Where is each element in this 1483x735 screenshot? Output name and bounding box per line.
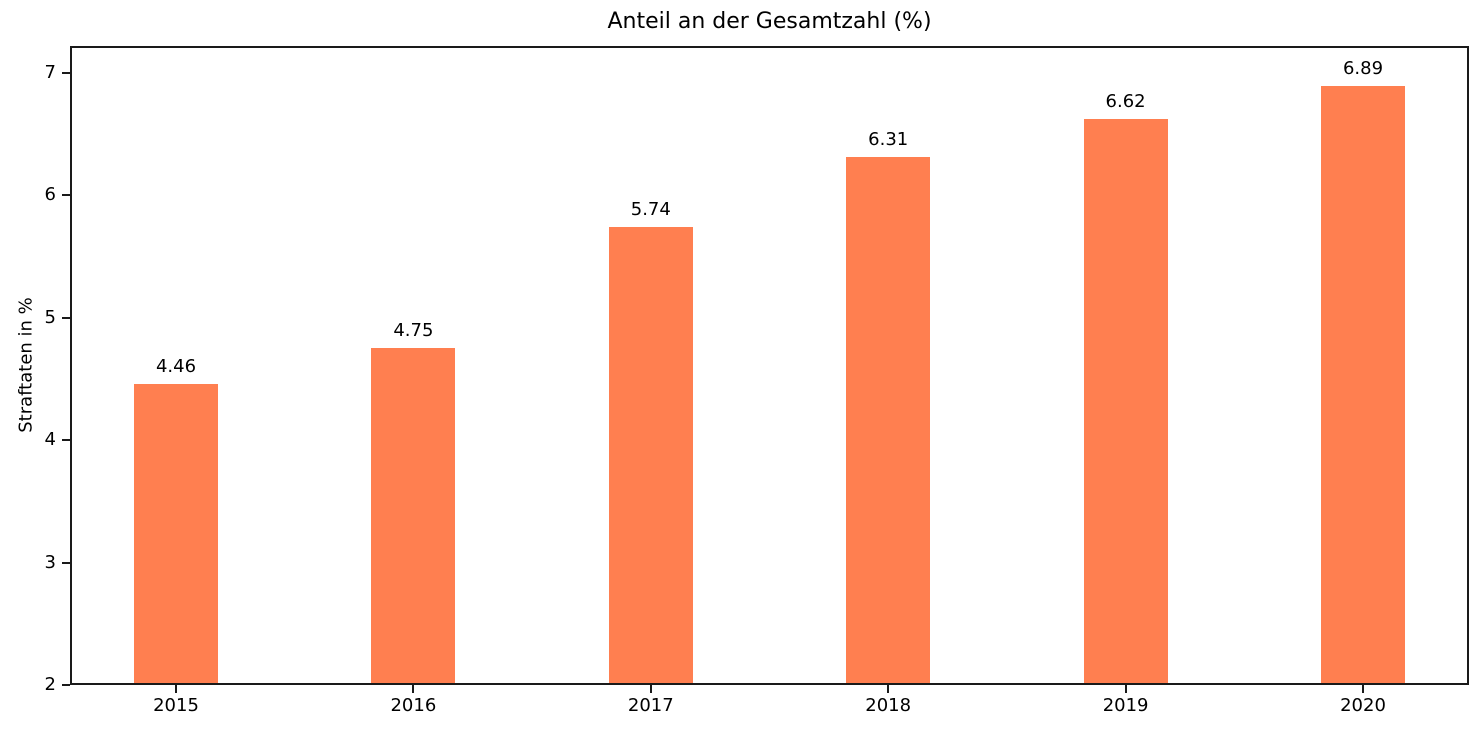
x-axis-tick-label-2016: 2016: [390, 695, 437, 716]
x-axis-tick: [1362, 685, 1364, 693]
y-axis-tick-label: 5: [44, 306, 56, 328]
bar-value-label-2016: 4.75: [393, 320, 434, 342]
plot-area: [70, 46, 1469, 685]
x-axis-tick-label-2019: 2019: [1102, 695, 1149, 716]
y-axis-tick: [62, 684, 70, 686]
x-axis-tick-label-2017: 2017: [627, 695, 674, 716]
y-axis-tick: [62, 71, 70, 74]
x-axis-tick-label-2020: 2020: [1340, 695, 1386, 716]
bar-2017: [608, 227, 693, 683]
bar-2019: [1083, 119, 1168, 683]
y-axis-tick: [62, 194, 70, 197]
y-axis-tick-label: 3: [44, 551, 56, 573]
bar-2015: [134, 383, 218, 683]
x-axis-tick: [175, 685, 177, 693]
bar-value-label-2018: 6.31: [868, 129, 909, 151]
y-axis-tick: [62, 439, 70, 442]
bar-2020: [1321, 86, 1405, 683]
bar-value-label-2020: 6.89: [1342, 58, 1384, 80]
chart-title: Anteil an der Gesamtzahl (%): [607, 9, 932, 34]
y-axis-tick-label: 7: [44, 61, 56, 83]
x-axis-tick: [649, 685, 652, 693]
x-axis-tick: [412, 685, 415, 693]
x-axis-tick-label-2015: 2015: [153, 695, 199, 716]
bar-value-label-2015: 4.46: [155, 355, 197, 377]
bar-value-label-2019: 6.62: [1105, 91, 1146, 113]
y-axis-tick-label: 2: [44, 674, 56, 695]
x-axis-tick: [887, 685, 890, 693]
bar-2018: [846, 157, 931, 683]
x-axis-tick: [1124, 685, 1127, 693]
y-axis-tick: [62, 561, 70, 564]
bar-2016: [371, 348, 456, 683]
y-axis-tick-label: 6: [44, 184, 56, 206]
x-axis-tick-label-2018: 2018: [865, 695, 912, 716]
y-axis-tick: [62, 316, 70, 319]
bar-value-label-2017: 5.74: [630, 199, 671, 221]
y-axis-tick-label: 4: [44, 429, 56, 451]
